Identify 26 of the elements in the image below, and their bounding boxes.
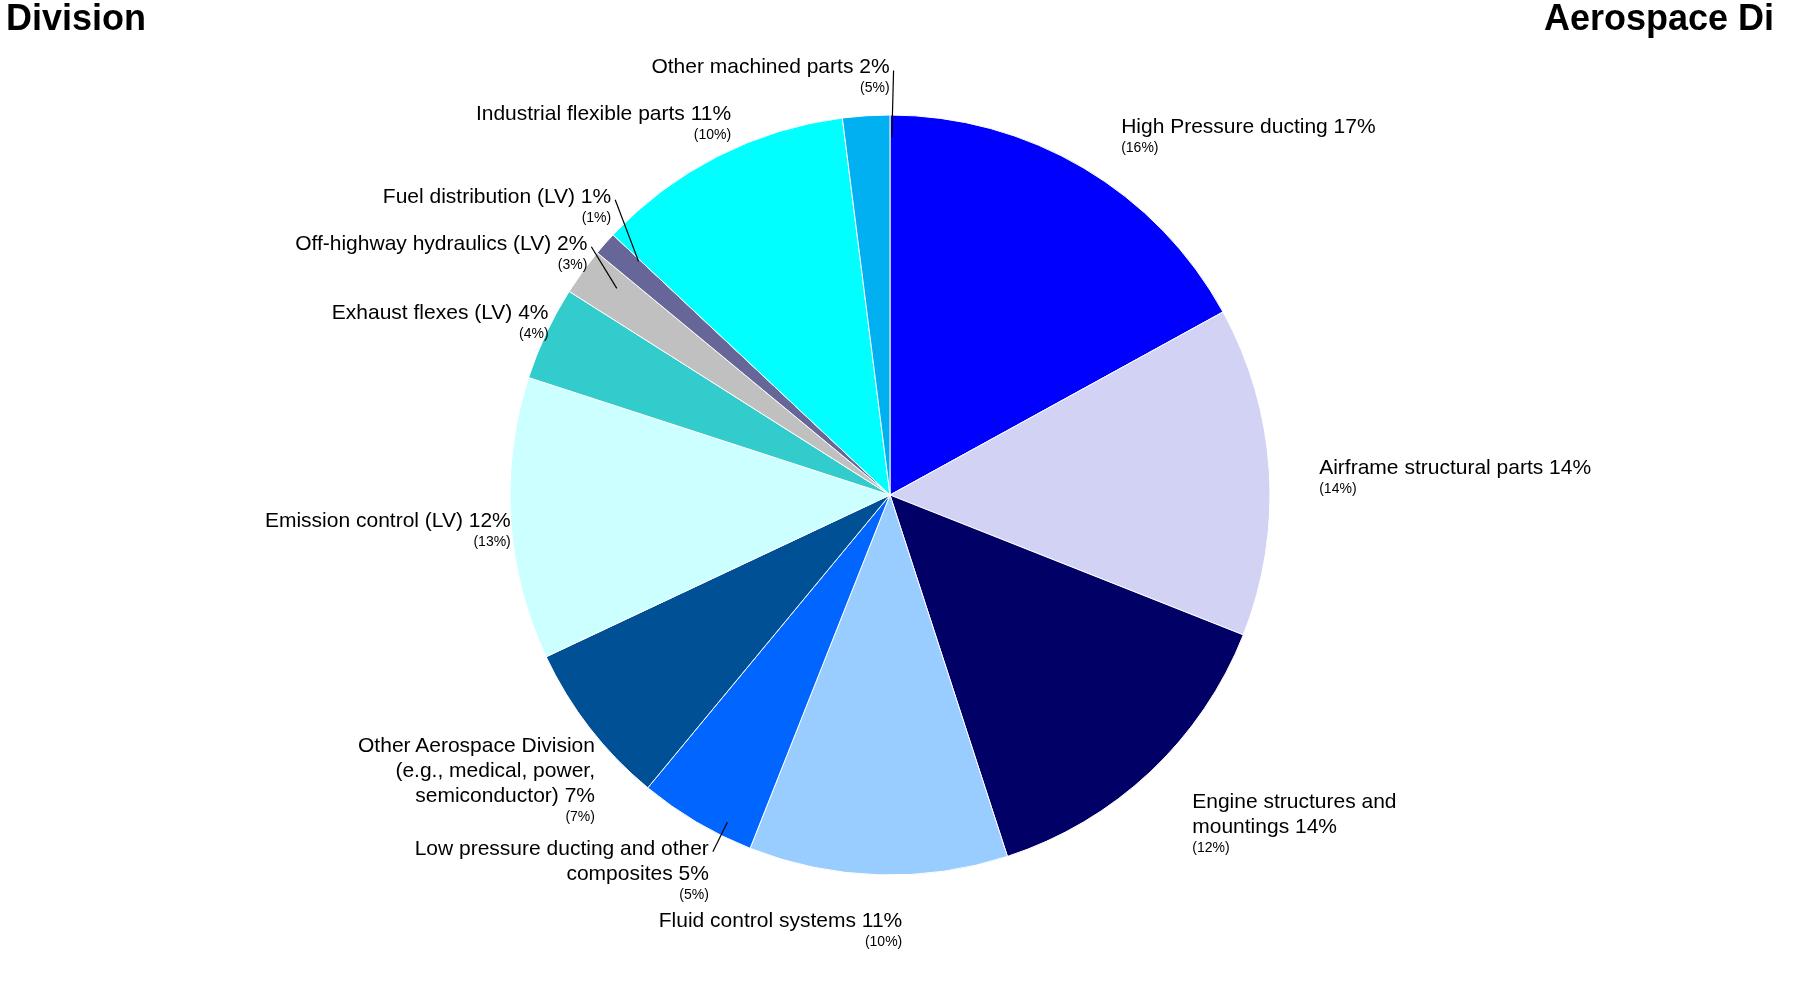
text: Division: [6, 0, 147, 38]
slice-label: Industrial flexible parts 11%: [475, 101, 732, 125]
text: (14%): [1319, 479, 1357, 496]
text: (5%): [679, 885, 709, 902]
text: Aerospace Di: [1543, 0, 1774, 38]
slice-label: Fuel distribution (LV) 1%: [382, 183, 612, 207]
slice-label: Off-highway hydraulics (LV) 2%: [295, 230, 588, 254]
slice-label: Other machined parts 2%: [651, 54, 890, 78]
text: (12%): [1192, 839, 1230, 856]
slice-label: Fluid control systems 11%: [658, 907, 903, 931]
slice-label: Engine structures and mountings 14%: [1192, 789, 1397, 838]
slice-label: Exhaust flexes (LV) 4%: [331, 299, 549, 323]
slice-label: High Pressure ducting 17%: [1121, 114, 1376, 138]
slice-label: Low pressure ducting and other composites 5%: [414, 835, 709, 884]
text: (10%): [864, 932, 903, 949]
slice-label: Airframe structural parts 14%: [1319, 454, 1592, 478]
text: (4%): [518, 324, 549, 341]
text: (13%): [473, 533, 511, 550]
slice-label: Emission control (LV) 12%: [264, 508, 511, 532]
text: (3%): [557, 255, 588, 272]
text: (1%): [581, 208, 612, 225]
slice-label: Other Aerospace Division (e.g., medical, power, semiconductor) 7%: [358, 733, 595, 807]
text: (5%): [860, 79, 890, 96]
text: (7%): [565, 808, 595, 825]
text: (16%): [1121, 139, 1159, 156]
text: (10%): [693, 126, 732, 143]
